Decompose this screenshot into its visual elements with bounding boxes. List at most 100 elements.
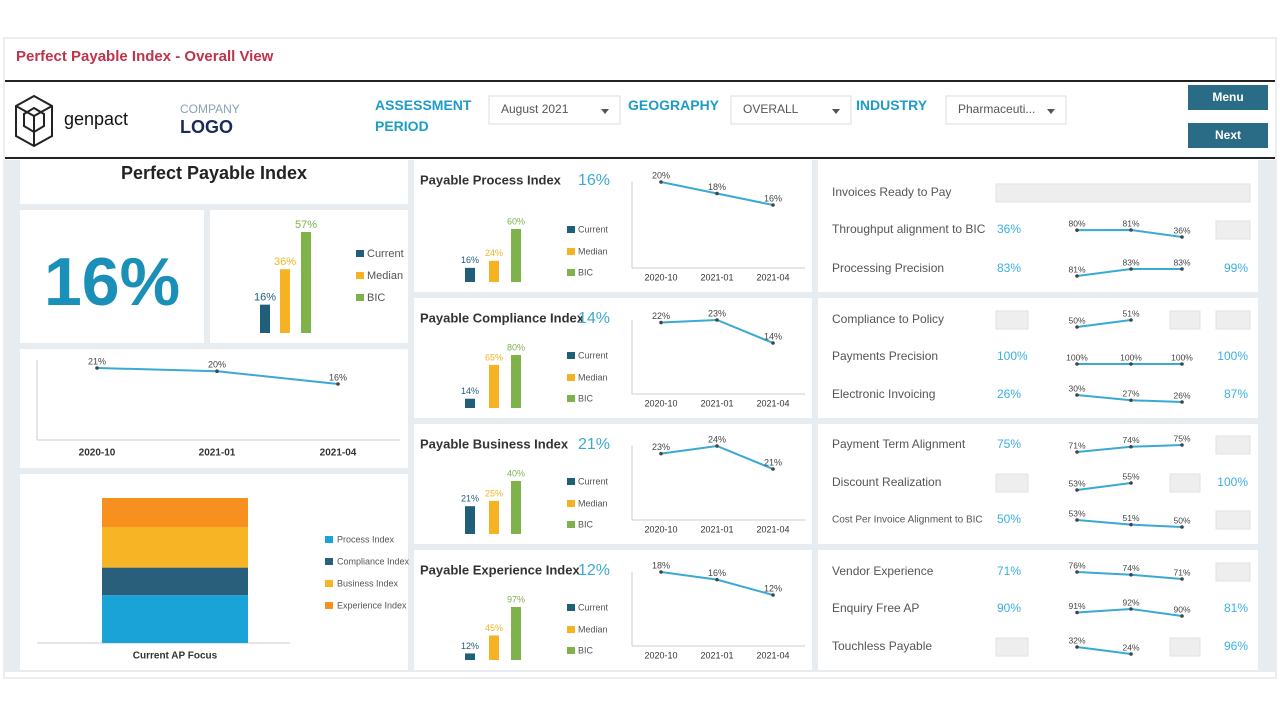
x-label: 2020-10	[644, 650, 677, 660]
trend-point	[1075, 228, 1079, 232]
empty-box	[1215, 220, 1251, 240]
trend-point	[1075, 450, 1079, 454]
trend-point	[1180, 235, 1184, 239]
trend-point	[1129, 444, 1133, 449]
trend-point	[95, 366, 99, 370]
bar	[465, 653, 475, 660]
x-label: 2021-04	[756, 398, 789, 408]
stack-segment	[102, 567, 248, 596]
legend-icon	[325, 580, 333, 587]
bar-label: 12%	[461, 641, 479, 651]
trend-point	[1075, 518, 1079, 522]
panel	[414, 424, 812, 544]
trend-point	[1180, 443, 1184, 447]
bar	[511, 481, 521, 534]
trend-point	[1129, 228, 1133, 232]
bar	[511, 229, 521, 282]
trend-label: 81%	[1122, 218, 1139, 228]
bar	[489, 364, 499, 408]
trend-label: 81%	[1068, 264, 1085, 274]
trend-point	[715, 577, 719, 582]
metric-bic: 99%	[1224, 261, 1248, 275]
dropdown-value[interactable]: August 2021	[501, 102, 569, 116]
stack-segment	[102, 595, 248, 643]
dropdown-caret[interactable]	[601, 109, 609, 114]
trend-label: 80%	[1068, 218, 1085, 228]
trend-point	[1075, 610, 1079, 615]
trend-label: 51%	[1122, 308, 1139, 318]
legend-label: Median	[578, 498, 608, 508]
logo: LOGO	[180, 117, 233, 137]
trend-point	[771, 593, 775, 597]
index-title: Payable Experience Index	[420, 562, 580, 577]
button-label[interactable]: Next	[1215, 128, 1241, 142]
button-label[interactable]: Menu	[1212, 90, 1243, 104]
trend-label: 27%	[1122, 389, 1139, 399]
legend-label: Median	[367, 270, 403, 282]
bar	[280, 269, 290, 333]
x-label: 2021-04	[320, 448, 357, 459]
metric-name: Electronic Invoicing	[832, 387, 935, 401]
legend-icon	[356, 250, 364, 257]
trend-label: 26%	[1173, 390, 1190, 400]
empty-box	[1215, 562, 1251, 582]
trend-point	[1129, 573, 1133, 577]
metric-value: 75%	[997, 437, 1021, 451]
dropdown-value[interactable]: Pharmaceuti...	[958, 102, 1035, 116]
legend-icon	[325, 536, 333, 543]
dropdown[interactable]	[488, 95, 621, 125]
focus-label: Current AP Focus	[133, 651, 218, 662]
big-value: 16%	[44, 244, 180, 320]
empty-box	[1169, 310, 1201, 330]
trend-point	[715, 444, 719, 448]
index-title: Payable Process Index	[420, 172, 562, 187]
metric-name: Touchless Payable	[832, 639, 932, 653]
legend-icon	[567, 374, 575, 381]
trend-label: 71%	[1068, 440, 1085, 450]
empty-box	[1215, 510, 1251, 530]
dropdown-caret[interactable]	[832, 109, 840, 114]
x-label: 2021-01	[700, 524, 733, 534]
button[interactable]	[1188, 85, 1268, 110]
bar-label: 25%	[485, 488, 503, 498]
trend-label: 53%	[1068, 478, 1085, 488]
x-label: 2020-10	[644, 398, 677, 408]
legend-icon	[567, 521, 575, 528]
trend-point	[1129, 652, 1133, 656]
dropdown-caret[interactable]	[1047, 109, 1055, 114]
trend-label: 16%	[764, 193, 782, 203]
trend-label: 22%	[652, 311, 670, 321]
metric-name: Vendor Experience	[832, 564, 934, 578]
dropdown-value[interactable]: OVERALL	[743, 102, 799, 116]
bar-label: 24%	[485, 248, 503, 258]
dropdown[interactable]	[945, 95, 1067, 125]
trend-point	[336, 382, 340, 386]
x-label: 2021-01	[700, 272, 733, 282]
panel	[414, 160, 812, 292]
bar	[465, 398, 475, 408]
bar	[465, 267, 475, 282]
metric-bic: 100%	[1217, 475, 1248, 489]
bar	[489, 500, 499, 534]
filter-label: INDUSTRY	[856, 97, 927, 113]
legend-label: Current	[578, 476, 609, 486]
panel	[20, 210, 204, 343]
legend-label: BIC	[367, 292, 385, 304]
trend-point	[715, 191, 719, 196]
dropdown[interactable]	[730, 95, 852, 125]
empty-box	[1169, 637, 1201, 657]
trend-label: 16%	[708, 568, 726, 578]
legend-label: BIC	[578, 267, 594, 277]
page-title: Perfect Payable Index - Overall View	[16, 48, 274, 65]
trend-point	[1075, 325, 1079, 329]
trend-label: 30%	[1068, 383, 1085, 393]
trend-label: 50%	[1173, 515, 1190, 525]
brand: genpact	[64, 109, 128, 129]
trend-label: 76%	[1068, 560, 1085, 570]
bar-label: 97%	[507, 594, 525, 604]
metric-value: 83%	[997, 261, 1021, 275]
trend-label: 36%	[1173, 225, 1190, 235]
trend-label: 23%	[652, 442, 670, 452]
button[interactable]	[1188, 123, 1268, 148]
legend-label: BIC	[578, 519, 594, 529]
